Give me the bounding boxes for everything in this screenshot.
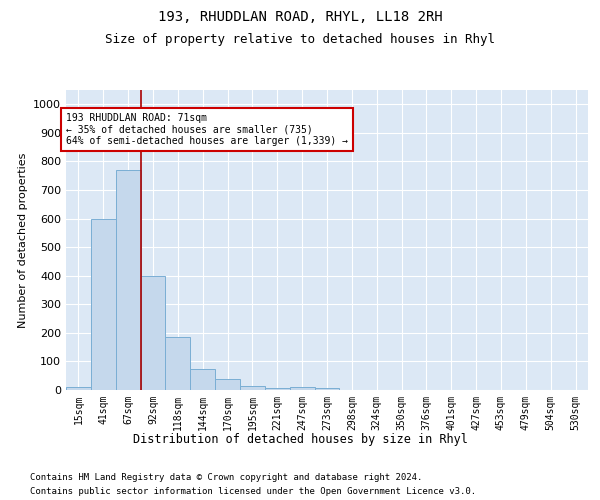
Bar [190, 368, 215, 390]
Text: 193 RHUDDLAN ROAD: 71sqm
← 35% of detached houses are smaller (735)
64% of semi-: 193 RHUDDLAN ROAD: 71sqm ← 35% of detach… [66, 113, 348, 146]
Bar [66, 387, 91, 390]
Bar [314, 388, 340, 390]
Text: 193, RHUDDLAN ROAD, RHYL, LL18 2RH: 193, RHUDDLAN ROAD, RHYL, LL18 2RH [158, 10, 442, 24]
Bar [116, 170, 140, 390]
Bar [290, 387, 314, 390]
Y-axis label: Number of detached properties: Number of detached properties [17, 152, 28, 328]
Text: Contains public sector information licensed under the Open Government Licence v3: Contains public sector information licen… [30, 488, 476, 496]
Text: Size of property relative to detached houses in Rhyl: Size of property relative to detached ho… [105, 32, 495, 46]
Text: Distribution of detached houses by size in Rhyl: Distribution of detached houses by size … [133, 432, 467, 446]
Bar [166, 337, 190, 390]
Bar [265, 388, 290, 390]
Bar [91, 218, 116, 390]
Bar [240, 386, 265, 390]
Text: Contains HM Land Registry data © Crown copyright and database right 2024.: Contains HM Land Registry data © Crown c… [30, 472, 422, 482]
Bar [140, 276, 166, 390]
Bar [215, 380, 240, 390]
